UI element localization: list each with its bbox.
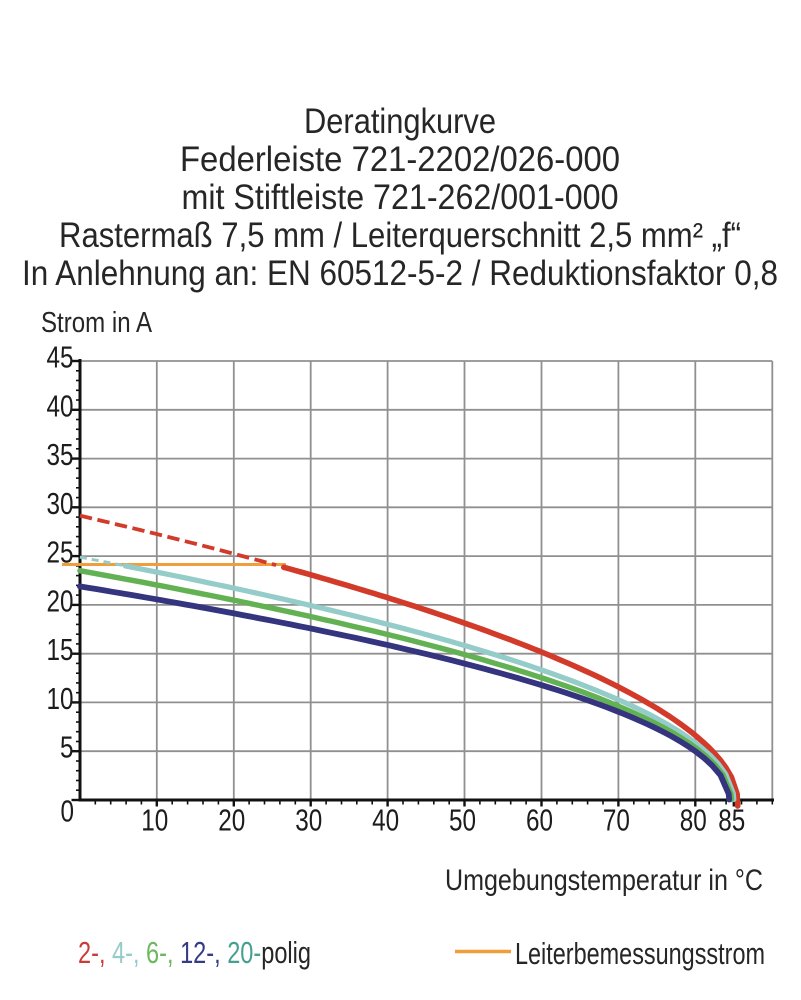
svg-text:Strom in A: Strom in A xyxy=(41,307,153,339)
svg-text:70: 70 xyxy=(603,803,630,838)
svg-text:45: 45 xyxy=(47,340,74,375)
svg-text:35: 35 xyxy=(47,437,74,472)
svg-text:50: 50 xyxy=(449,803,476,838)
svg-text:0: 0 xyxy=(61,794,75,829)
svg-text:85: 85 xyxy=(718,803,745,838)
svg-text:15: 15 xyxy=(47,632,74,667)
svg-text:Deratingkurve: Deratingkurve xyxy=(304,102,496,141)
svg-text:Federleiste 721-2202/026-000: Federleiste 721-2202/026-000 xyxy=(180,140,620,179)
svg-text:Umgebungstemperatur in °C: Umgebungstemperatur in °C xyxy=(445,864,763,897)
svg-text:30: 30 xyxy=(47,486,74,521)
svg-text:60: 60 xyxy=(526,803,553,838)
svg-text:mit Stiftleiste 721-262/001-00: mit Stiftleiste 721-262/001-000 xyxy=(182,178,619,217)
svg-text:30: 30 xyxy=(295,803,322,838)
svg-text:10: 10 xyxy=(47,681,74,716)
svg-text:10: 10 xyxy=(141,803,168,838)
svg-text:40: 40 xyxy=(372,803,399,838)
svg-text:Leiterbemessungsstrom: Leiterbemessungsstrom xyxy=(515,936,765,971)
svg-text:80: 80 xyxy=(680,803,707,838)
svg-text:20: 20 xyxy=(218,803,245,838)
svg-text:In Anlehnung an: EN 60512-5-2: In Anlehnung an: EN 60512-5-2 / Reduktio… xyxy=(22,254,778,293)
svg-text:40: 40 xyxy=(47,388,74,423)
svg-text:5: 5 xyxy=(60,730,74,765)
svg-text:2-, 4-, 6-, 12-, 20-polig: 2-, 4-, 6-, 12-, 20-polig xyxy=(78,935,311,970)
svg-text:Rastermaß 7,5 mm / Leiterquers: Rastermaß 7,5 mm / Leiterquerschnitt 2,5… xyxy=(59,216,741,255)
svg-text:20: 20 xyxy=(47,583,74,618)
